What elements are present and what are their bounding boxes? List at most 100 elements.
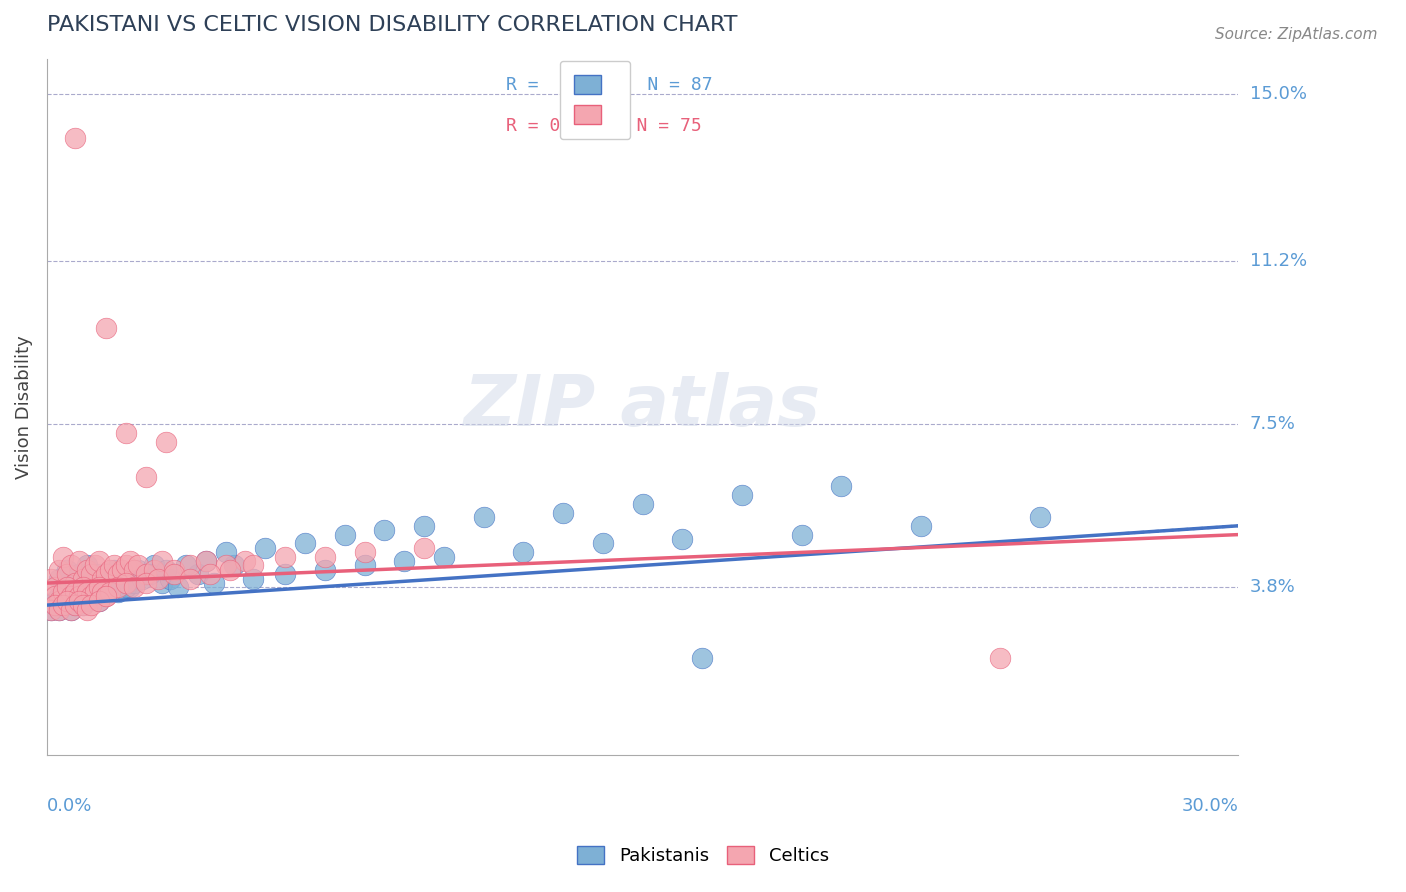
Pakistanis xyxy=(127,563,149,577)
Pakistanis xyxy=(100,572,122,586)
Celtics xyxy=(55,593,77,607)
Celtics xyxy=(59,602,82,616)
Pakistanis xyxy=(55,563,77,577)
Celtics xyxy=(83,558,105,573)
Celtics xyxy=(120,554,142,568)
Pakistanis xyxy=(91,585,114,599)
Text: 0.0%: 0.0% xyxy=(46,797,93,814)
Pakistanis xyxy=(96,581,118,595)
Celtics xyxy=(72,572,94,586)
Celtics xyxy=(55,567,77,582)
Celtics xyxy=(39,602,62,616)
Pakistanis xyxy=(242,572,264,586)
Pakistanis xyxy=(59,593,82,607)
Pakistanis xyxy=(294,536,316,550)
Celtics xyxy=(91,572,114,586)
Celtics xyxy=(122,581,145,595)
Pakistanis xyxy=(202,576,225,591)
Celtics xyxy=(127,558,149,573)
Pakistanis xyxy=(159,572,181,586)
Pakistanis xyxy=(76,558,98,573)
Pakistanis xyxy=(314,563,336,577)
Pakistanis xyxy=(631,497,654,511)
Celtics xyxy=(63,576,86,591)
Celtics xyxy=(52,585,75,599)
Pakistanis xyxy=(39,602,62,616)
Pakistanis xyxy=(52,585,75,599)
Celtics xyxy=(274,549,297,564)
Celtics xyxy=(48,563,70,577)
Pakistanis xyxy=(52,581,75,595)
Celtics xyxy=(107,567,129,582)
Celtics xyxy=(107,581,129,595)
Celtics xyxy=(44,598,66,612)
Pakistanis xyxy=(174,558,197,573)
Pakistanis xyxy=(48,602,70,616)
Pakistanis xyxy=(44,593,66,607)
Pakistanis xyxy=(83,581,105,595)
Pakistanis xyxy=(100,576,122,591)
Celtics xyxy=(44,589,66,603)
Celtics xyxy=(55,581,77,595)
Celtics xyxy=(63,131,86,145)
Pakistanis xyxy=(731,488,754,502)
Celtics xyxy=(135,576,157,591)
Pakistanis xyxy=(59,589,82,603)
Celtics xyxy=(76,602,98,616)
Pakistanis xyxy=(63,589,86,603)
Celtics xyxy=(135,567,157,582)
Celtics xyxy=(163,567,186,582)
Celtics xyxy=(67,593,90,607)
Celtics xyxy=(44,581,66,595)
Celtics xyxy=(100,585,122,599)
Legend: , : , xyxy=(560,61,630,139)
Pakistanis xyxy=(67,593,90,607)
Pakistanis xyxy=(122,576,145,591)
Pakistanis xyxy=(274,567,297,582)
Pakistanis xyxy=(67,567,90,582)
Celtics xyxy=(353,545,375,559)
Pakistanis xyxy=(111,567,134,582)
Pakistanis xyxy=(187,567,209,582)
Celtics xyxy=(96,589,118,603)
Celtics xyxy=(63,598,86,612)
Pakistanis xyxy=(373,523,395,537)
Celtics xyxy=(103,558,125,573)
Pakistanis xyxy=(131,572,153,586)
Pakistanis xyxy=(222,558,245,573)
Pakistanis xyxy=(194,554,217,568)
Pakistanis xyxy=(91,576,114,591)
Text: Source: ZipAtlas.com: Source: ZipAtlas.com xyxy=(1215,27,1378,42)
Pakistanis xyxy=(690,651,713,665)
Celtics xyxy=(91,585,114,599)
Pakistanis xyxy=(63,598,86,612)
Celtics xyxy=(63,585,86,599)
Pakistanis xyxy=(48,572,70,586)
Celtics xyxy=(115,558,138,573)
Pakistanis xyxy=(790,527,813,541)
Celtics xyxy=(87,581,110,595)
Celtics xyxy=(242,558,264,573)
Pakistanis xyxy=(1029,510,1052,524)
Celtics xyxy=(72,581,94,595)
Celtics xyxy=(122,563,145,577)
Celtics xyxy=(214,558,236,573)
Pakistanis xyxy=(72,598,94,612)
Pakistanis xyxy=(139,567,162,582)
Celtics xyxy=(115,576,138,591)
Pakistanis xyxy=(48,589,70,603)
Pakistanis xyxy=(143,558,166,573)
Celtics xyxy=(111,563,134,577)
Celtics xyxy=(198,567,221,582)
Text: 11.2%: 11.2% xyxy=(1250,252,1306,270)
Celtics xyxy=(135,470,157,484)
Celtics xyxy=(79,598,101,612)
Celtics xyxy=(79,589,101,603)
Celtics xyxy=(218,563,240,577)
Text: PAKISTANI VS CELTIC VISION DISABILITY CORRELATION CHART: PAKISTANI VS CELTIC VISION DISABILITY CO… xyxy=(46,15,737,35)
Pakistanis xyxy=(333,527,356,541)
Legend: Pakistanis, Celtics: Pakistanis, Celtics xyxy=(568,837,838,874)
Pakistanis xyxy=(55,581,77,595)
Pakistanis xyxy=(135,567,157,582)
Celtics xyxy=(150,554,173,568)
